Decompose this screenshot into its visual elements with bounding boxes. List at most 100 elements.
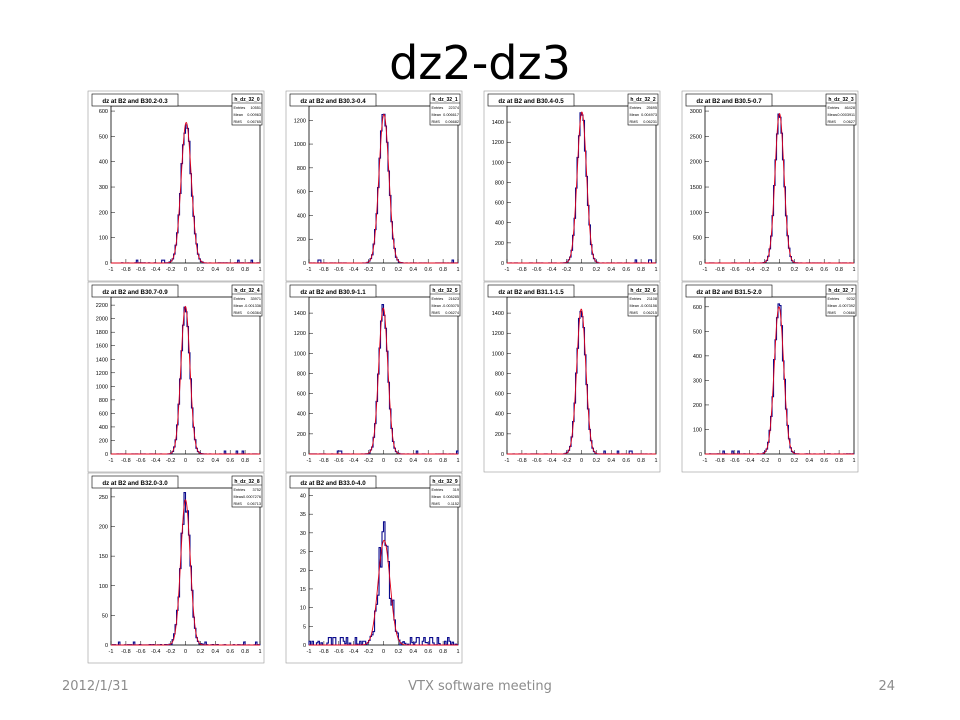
histogram-title: dz at B2 and B30.9-1.1 [300,289,366,296]
stats-value: -0.001336 [244,304,261,308]
stats-value: 0.006617 [443,113,459,117]
stats-box [231,284,263,317]
y-tick-label: 600 [99,411,108,417]
footer-date: 2012/1/31 [62,679,129,694]
stats-label: RMS [432,120,441,124]
histogram-panel-7: dz at B2 and B31.5-2.0 h_dz_32_7 Entries 92… [681,281,859,473]
stats-name: h_dz_32_0 [234,97,260,103]
y-tick-label: 1000 [492,160,504,166]
stats-box [825,284,857,317]
x-tick-label: 0 [184,649,187,655]
x-tick-label: 0.8 [439,458,447,464]
x-tick-label: 0.2 [791,458,799,464]
x-tick-label: -0.4 [349,458,358,464]
x-tick-label: -1 [307,267,312,273]
stats-name: h_dz_32_5 [432,288,458,294]
y-tick-label: 1400 [96,357,108,363]
y-tick-label: 0 [105,452,108,458]
y-tick-label: 1400 [492,120,504,126]
y-tick-label: 600 [495,201,504,207]
y-tick-label: 200 [99,210,108,216]
x-tick-label: -0.4 [547,267,556,273]
x-tick-label: -0.2 [760,267,769,273]
y-tick-label: 1200 [492,331,504,337]
title-box [91,93,179,107]
x-tick-label: 0.8 [241,267,249,273]
x-tick-label: 0.8 [835,458,843,464]
y-tick-label: 400 [297,213,306,219]
y-tick-label: 300 [99,185,108,191]
x-tick-label: -1 [307,458,312,464]
y-tick-label: 400 [495,221,504,227]
x-tick-label: -0.2 [562,267,571,273]
y-tick-label: 0 [303,452,306,458]
stats-label: Mean [828,304,838,308]
gaussian-fit-curve [705,112,854,264]
x-tick-label: 0.8 [241,649,249,655]
stats-label: Mean [432,113,442,117]
stats-value: 0.004973 [641,113,657,117]
x-tick-label: 0.6 [226,649,234,655]
stats-label: RMS [828,311,837,315]
page-number: 24 [878,679,895,694]
gaussian-fit-curve [705,306,854,455]
x-tick-label: 0 [184,267,187,273]
x-tick-label: 0.2 [791,267,799,273]
x-tick-label: -0.8 [715,458,724,464]
title-box [91,475,179,489]
y-tick-label: 800 [495,180,504,186]
stats-value: 3752 [253,488,261,492]
histogram-title: dz at B2 and B30.7-0.9 [102,289,168,296]
x-tick-label: 0.2 [395,649,403,655]
y-tick-label: 20 [300,568,306,574]
x-tick-label: -1 [505,458,510,464]
y-tick-label: 40 [300,493,306,499]
stats-label: Mean [234,304,244,308]
x-tick-label: 0 [184,458,187,464]
x-tick-label: -0.8 [319,267,328,273]
x-tick-label: 0 [778,267,781,273]
x-tick-label: 0.2 [395,267,403,273]
x-tick-label: -0.6 [334,649,343,655]
x-tick-label: 0 [382,267,385,273]
y-tick-label: 400 [99,425,108,431]
y-tick-label: 2200 [96,303,108,309]
x-tick-label: 0.8 [439,267,447,273]
stats-value: 25695 [646,106,657,110]
x-tick-label: 0.4 [607,267,615,273]
x-tick-label: -0.6 [730,458,739,464]
histogram-title: dz at B2 and B31.1-1.5 [498,289,564,296]
x-tick-label: -0.4 [745,458,754,464]
x-tick-label: 0.8 [439,649,447,655]
x-tick-label: -0.2 [562,458,571,464]
stats-value: 46428 [844,106,855,110]
y-tick-label: 300 [693,378,702,384]
x-tick-label: 0.2 [197,649,205,655]
x-tick-label: 0.8 [637,267,645,273]
y-tick-label: 0 [699,452,702,458]
stats-box [825,93,857,126]
x-tick-label: -0.4 [151,267,160,273]
y-tick-label: 1800 [96,330,108,336]
x-tick-label: 0.4 [409,458,417,464]
x-tick-label: -0.8 [121,649,130,655]
stats-value: 0.06364 [247,311,261,315]
x-tick-label: -0.8 [121,458,130,464]
histogram-title: dz at B2 and B30.2-0.3 [102,98,168,105]
x-tick-label: -1 [109,458,114,464]
x-tick-label: 1 [852,267,855,273]
histogram-title: dz at B2 and B33.0-4.0 [300,480,366,487]
stats-name: h_dz_32_8 [234,479,260,485]
stats-value: 33971 [250,297,261,301]
stats-value: 0.0627 [843,120,855,124]
x-tick-label: -0.4 [349,267,358,273]
x-tick-label: -1 [703,458,708,464]
x-tick-label: -0.2 [364,458,373,464]
x-tick-label: 0.2 [395,458,403,464]
histogram-title: dz at B2 and B30.4-0.5 [498,98,564,105]
x-tick-label: -1 [703,267,708,273]
x-tick-label: 1 [258,267,261,273]
y-tick-label: 600 [99,109,108,115]
stats-value: 0.008285 [443,495,459,499]
gaussian-fit-curve [309,539,458,646]
